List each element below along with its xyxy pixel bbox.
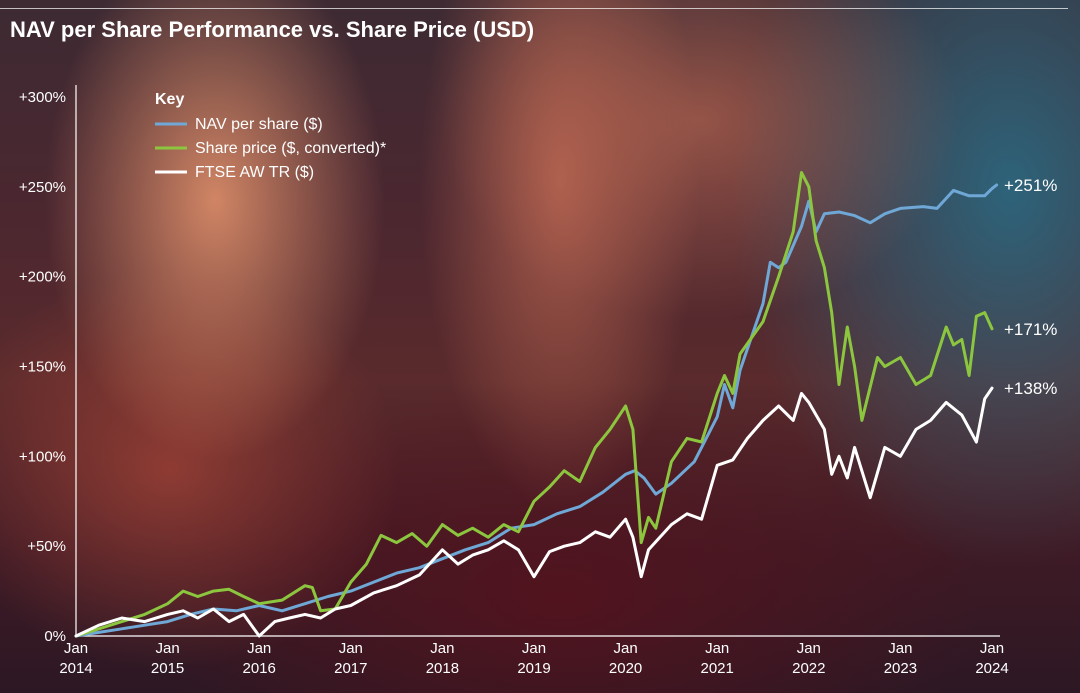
axes: 0% +50% +100% +150% +200% +250% +300% Jan 2014 Ja…: [19, 85, 1009, 677]
x-tick-label-year: 2020: [609, 660, 642, 677]
x-tick-label-year: 2016: [243, 660, 276, 677]
x-tick-label-year: 2014: [59, 660, 92, 677]
end-labels: +251% +171% +138%: [1004, 176, 1057, 398]
series-line-1: [74, 183, 999, 638]
series-layer: [74, 171, 999, 638]
series-end-label-1: +251%: [1004, 176, 1057, 195]
x-tick-label-month: Jan: [614, 640, 638, 657]
x-tick-label-month: Jan: [339, 640, 363, 657]
y-tick-label: +250%: [19, 179, 66, 196]
x-tick-label-month: Jan: [980, 640, 1004, 657]
legend-title: Key: [155, 91, 184, 108]
y-tick-label: +100%: [19, 448, 66, 465]
series-line-2: [74, 171, 994, 638]
x-tick-label-month: Jan: [247, 640, 271, 657]
y-tick-label: +50%: [27, 538, 66, 555]
x-tick-label-month: Jan: [522, 640, 546, 657]
x-tick-label-year: 2018: [426, 660, 459, 677]
legend-label-2: Share price ($, converted)*: [195, 140, 386, 157]
legend-label-3: FTSE AW TR ($): [195, 164, 314, 181]
y-tick-label: +200%: [19, 269, 66, 286]
x-tick-label-month: Jan: [888, 640, 912, 657]
x-tick-label-month: Jan: [430, 640, 454, 657]
x-tick-label-month: Jan: [705, 640, 729, 657]
x-tick-label-year: 2021: [701, 660, 734, 677]
top-rule: [0, 8, 1068, 9]
x-tick-label-year: 2022: [792, 660, 825, 677]
legend: Key NAV per share ($) Share price ($, conv…: [155, 91, 386, 181]
series-end-label-2: +171%: [1004, 320, 1057, 339]
series-end-label-3: +138%: [1004, 379, 1057, 398]
x-tick-label-year: 2015: [151, 660, 184, 677]
chart-title: NAV per Share Performance vs. Share Pric…: [10, 17, 535, 42]
x-tick-label-month: Jan: [797, 640, 821, 657]
y-tick-label: +150%: [19, 359, 66, 376]
y-tick-label: +300%: [19, 89, 66, 106]
x-tick-label-year: 2019: [517, 660, 550, 677]
x-tick-label-month: Jan: [156, 640, 180, 657]
y-tick-label: 0%: [44, 628, 66, 645]
series-line-3: [74, 386, 994, 638]
x-tick-label-year: 2024: [975, 660, 1008, 677]
legend-label-1: NAV per share ($): [195, 116, 323, 133]
x-tick-label-month: Jan: [64, 640, 88, 657]
x-tick-label-year: 2023: [884, 660, 917, 677]
x-tick-label-year: 2017: [334, 660, 367, 677]
